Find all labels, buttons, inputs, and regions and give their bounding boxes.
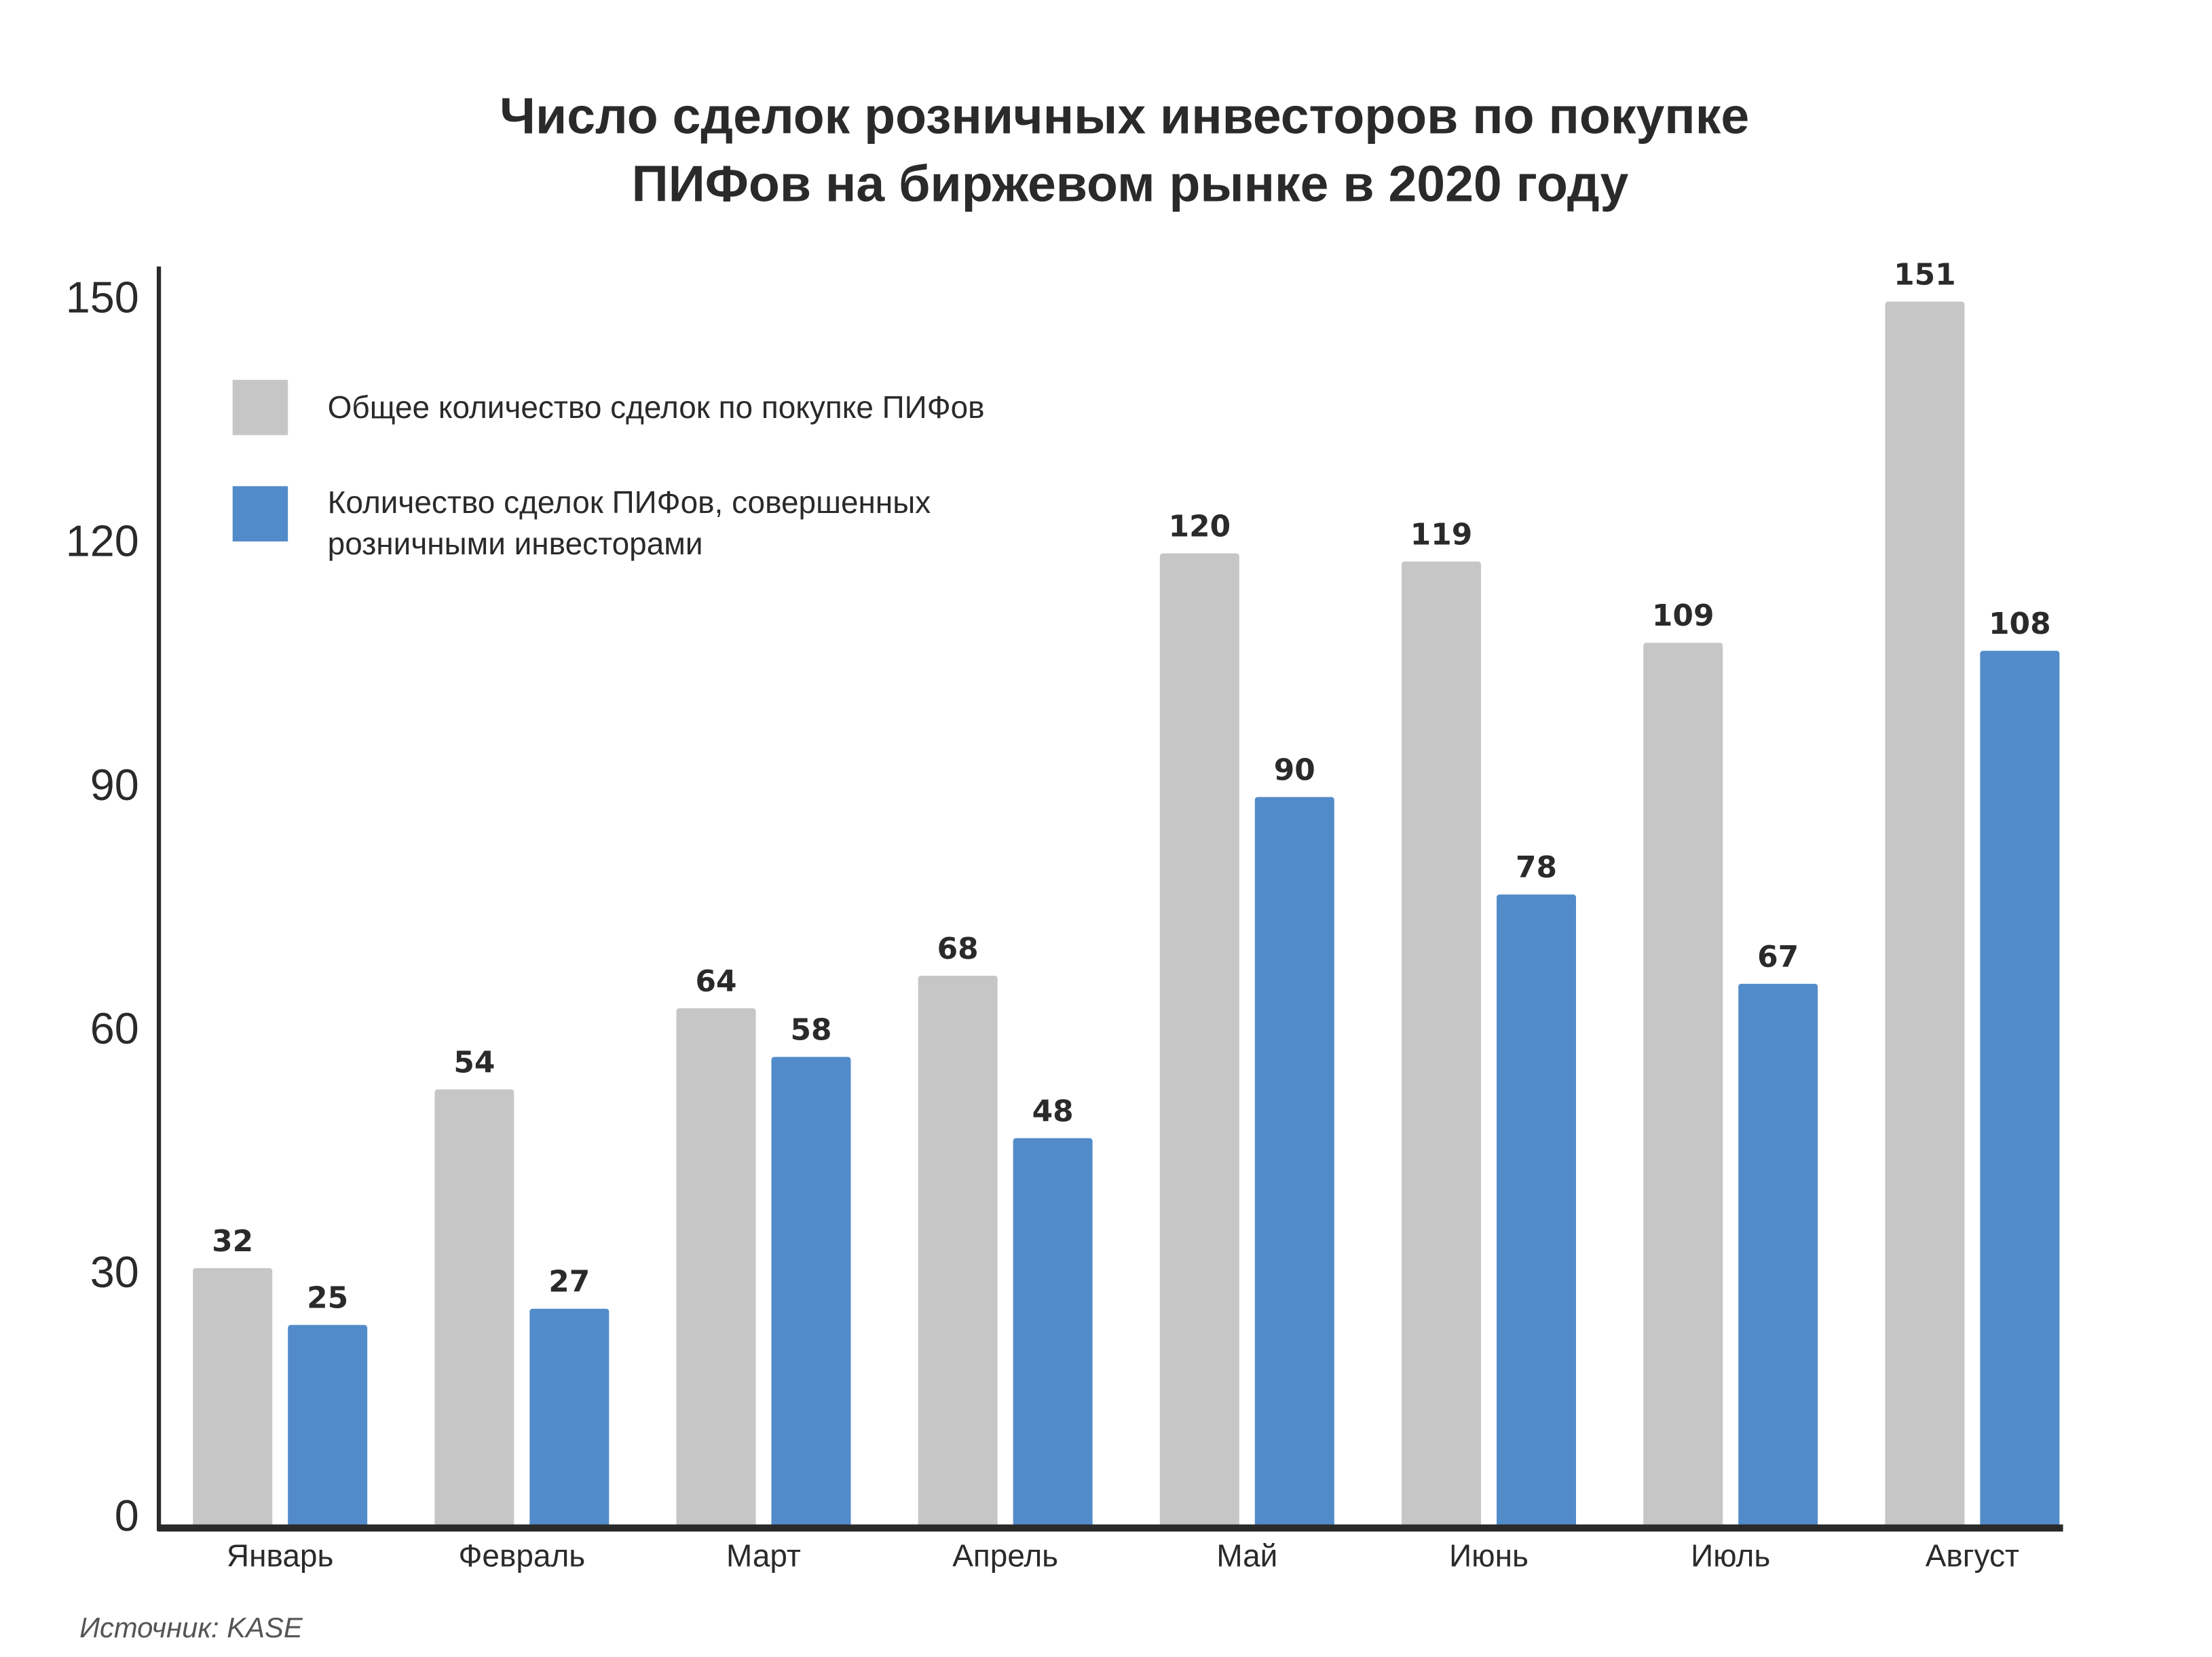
data-label: 119	[1410, 517, 1473, 552]
bar-total	[434, 1089, 514, 1528]
data-label: 25	[307, 1281, 348, 1316]
data-label: 27	[548, 1265, 590, 1299]
bar-total	[193, 1268, 273, 1528]
y-tick-label: 90	[90, 760, 139, 810]
legend-label: розничными инвесторами	[328, 526, 703, 561]
x-tick-label: Апрель	[952, 1538, 1058, 1573]
legend-label: Количество сделок ПИФов, совершенных	[328, 484, 931, 520]
bar-total	[1643, 643, 1723, 1528]
source-note: Источник: KASE	[79, 1612, 303, 1643]
x-tick-label: Август	[1926, 1538, 2019, 1573]
bar-retail	[771, 1056, 851, 1528]
bar-retail	[1980, 651, 2060, 1528]
data-label: 108	[1989, 607, 2051, 641]
y-tick-label: 120	[66, 516, 139, 566]
bar-retail	[1738, 983, 1818, 1528]
data-label: 151	[1894, 257, 1956, 292]
y-tick-label: 150	[66, 273, 139, 322]
legend-swatch	[232, 379, 288, 436]
bar-retail	[1254, 797, 1334, 1528]
y-tick-label: 0	[115, 1491, 139, 1540]
bar-retail	[288, 1325, 368, 1528]
data-label: 64	[696, 964, 737, 999]
bar-retail	[1013, 1138, 1093, 1528]
data-label: 120	[1169, 509, 1231, 544]
data-label: 67	[1757, 940, 1799, 974]
data-label: 78	[1516, 850, 1557, 885]
x-tick-label: Февраль	[458, 1538, 585, 1573]
bar-total	[1402, 561, 1482, 1528]
x-tick-label: Январь	[227, 1538, 333, 1573]
legend-label: Общее количество сделок по покупке ПИФов	[328, 389, 985, 425]
data-label: 109	[1652, 598, 1714, 633]
x-tick-label: Март	[726, 1538, 801, 1573]
data-label: 32	[212, 1224, 253, 1259]
bar-total	[918, 975, 998, 1528]
data-label: 54	[453, 1045, 495, 1080]
y-tick-label: 60	[90, 1004, 139, 1053]
data-label: 58	[790, 1013, 831, 1048]
chart-title-line-1: Число сделок розничных инвесторов по пок…	[500, 87, 1749, 144]
x-tick-label: Июнь	[1449, 1538, 1529, 1573]
bar-total	[1159, 553, 1239, 1528]
x-tick-label: Май	[1216, 1538, 1277, 1573]
bar-total	[1885, 301, 1965, 1528]
bar-retail	[1497, 894, 1576, 1528]
data-label: 68	[937, 932, 979, 966]
data-label: 90	[1274, 753, 1315, 788]
bar-total	[676, 1008, 756, 1528]
data-label: 48	[1032, 1094, 1074, 1128]
y-tick-label: 30	[90, 1247, 139, 1297]
legend-swatch	[232, 486, 288, 541]
bar-retail	[529, 1308, 610, 1528]
chart-title-line-2: ПИФов на биржевом рынке в 2020 году	[632, 155, 1629, 212]
x-tick-label: Июль	[1691, 1538, 1770, 1573]
